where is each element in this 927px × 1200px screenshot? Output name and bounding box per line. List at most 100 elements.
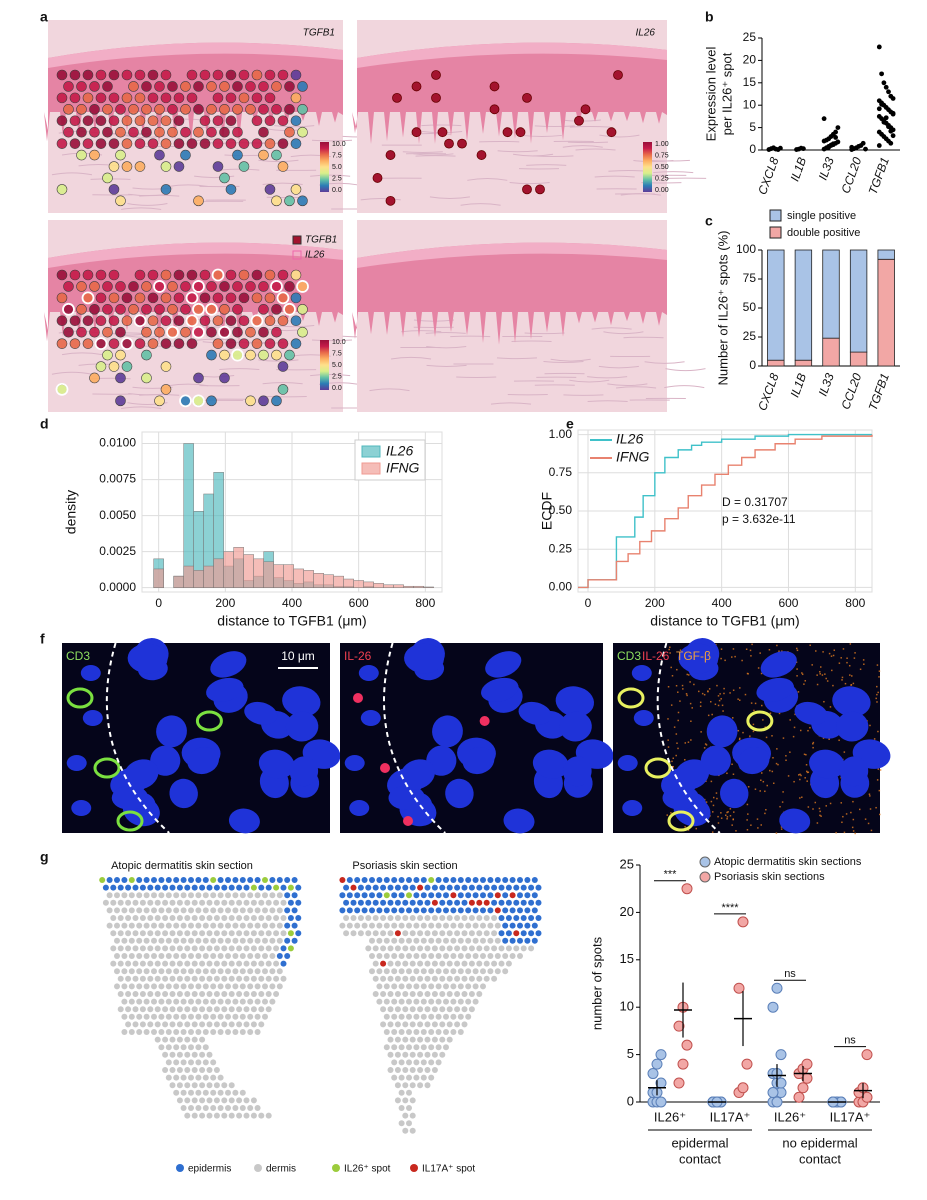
tissue-spot xyxy=(491,945,498,952)
tissue-spot xyxy=(206,1067,213,1073)
spot xyxy=(219,304,230,315)
legend-dot xyxy=(332,1164,340,1172)
tgfb-signal xyxy=(711,831,714,833)
epidermis xyxy=(352,242,667,345)
tissue-spot xyxy=(258,991,265,997)
tgfb-signal xyxy=(707,714,710,717)
tissue-spot xyxy=(125,930,132,937)
tissue-spot xyxy=(165,877,172,883)
nucleus xyxy=(258,749,295,779)
spot xyxy=(121,292,133,304)
tissue-spot xyxy=(343,930,350,937)
nucleus xyxy=(206,677,244,702)
spot xyxy=(193,195,204,207)
annotation: p = 3.632e-11 xyxy=(722,512,796,526)
tissue-spot xyxy=(291,907,298,914)
histogram-bar xyxy=(153,568,164,588)
spot xyxy=(212,92,224,104)
spot xyxy=(56,92,68,104)
spot xyxy=(180,149,191,161)
tgfb-signal xyxy=(877,768,880,770)
tgfb-signal xyxy=(832,684,834,687)
tissue-spot xyxy=(173,907,180,914)
tissue-spot xyxy=(391,968,398,975)
tgfb-signal xyxy=(815,650,817,652)
tissue-spot xyxy=(243,960,250,967)
tissue-spot xyxy=(125,975,132,982)
tissue-spot xyxy=(457,892,464,899)
tissue-spot xyxy=(409,1127,416,1134)
legend-label: IL26⁺ spot xyxy=(344,1164,391,1175)
y-tick-label: 0.0050 xyxy=(99,508,136,522)
tissue-spot xyxy=(180,968,187,975)
tissue-spot xyxy=(158,953,165,959)
tgfb-signal xyxy=(746,819,748,821)
histogram-bar xyxy=(333,575,344,588)
spot xyxy=(121,361,133,372)
tissue-spot xyxy=(476,945,483,952)
tissue-spot xyxy=(254,892,261,899)
y-tick-label: 0.25 xyxy=(549,541,573,555)
tissue-spot xyxy=(247,1013,254,1020)
tissue-spot xyxy=(424,1036,431,1043)
tissue-fiber xyxy=(496,357,538,360)
tissue-spot xyxy=(254,953,261,959)
spot xyxy=(258,395,269,407)
x-tick-label: CXCL8 xyxy=(755,155,781,196)
tissue-spot xyxy=(284,937,291,944)
tissue-spot xyxy=(417,915,424,921)
histogram-bar xyxy=(293,568,304,588)
channel-label: TGF-β xyxy=(676,649,711,663)
legend-label: Atopic dermatitis skin sections xyxy=(714,856,862,868)
tissue-spot xyxy=(273,991,280,997)
spot xyxy=(115,281,126,292)
tissue-spot xyxy=(158,922,165,929)
spot xyxy=(372,173,383,183)
tissue-spot xyxy=(191,930,198,937)
tissue-spot xyxy=(406,1044,412,1051)
tissue-spot xyxy=(446,1021,453,1028)
tissue-spot xyxy=(454,991,461,997)
tissue-spot xyxy=(346,877,353,883)
tgfb-signal xyxy=(703,693,706,696)
spot xyxy=(225,115,237,127)
tissue-spot xyxy=(431,945,438,952)
tissue-spot xyxy=(169,899,176,906)
tissue-spot xyxy=(213,899,220,906)
tgfb-signal xyxy=(677,747,679,750)
tgfb-signal xyxy=(711,713,713,716)
spot xyxy=(56,338,68,349)
tissue-spot xyxy=(291,922,298,929)
tissue-spot xyxy=(239,953,246,959)
nucleus xyxy=(349,800,370,816)
tissue-spot xyxy=(195,922,202,929)
tgfb-signal xyxy=(720,648,723,650)
tissue-spot xyxy=(535,899,542,906)
tissue-spot xyxy=(380,884,387,891)
spot xyxy=(232,326,243,338)
tissue-fiber xyxy=(258,359,299,362)
x-tick-label: TGFB1 xyxy=(866,371,892,412)
tissue-spot xyxy=(173,968,180,975)
tissue-spot xyxy=(243,1021,250,1028)
tissue-spot xyxy=(505,884,512,891)
tissue-spot xyxy=(465,1013,472,1020)
tissue-spot xyxy=(468,915,475,921)
histogram-bar xyxy=(223,551,234,588)
data-point xyxy=(741,1058,753,1070)
tissue-spot xyxy=(439,991,446,997)
tissue-spot xyxy=(210,937,217,944)
tissue-fiber xyxy=(194,175,235,179)
tgfb-signal xyxy=(750,702,753,704)
tissue-spot xyxy=(406,1089,412,1096)
tissue-spot xyxy=(372,884,379,891)
tissue-spot xyxy=(180,877,187,883)
tissue-fiber xyxy=(587,376,628,379)
spot xyxy=(264,138,276,149)
tissue-spot xyxy=(439,930,446,937)
tissue-spot xyxy=(273,915,280,921)
spot xyxy=(290,138,302,149)
spot xyxy=(147,315,159,327)
il26-ring xyxy=(231,348,244,362)
nucleus xyxy=(462,747,495,775)
